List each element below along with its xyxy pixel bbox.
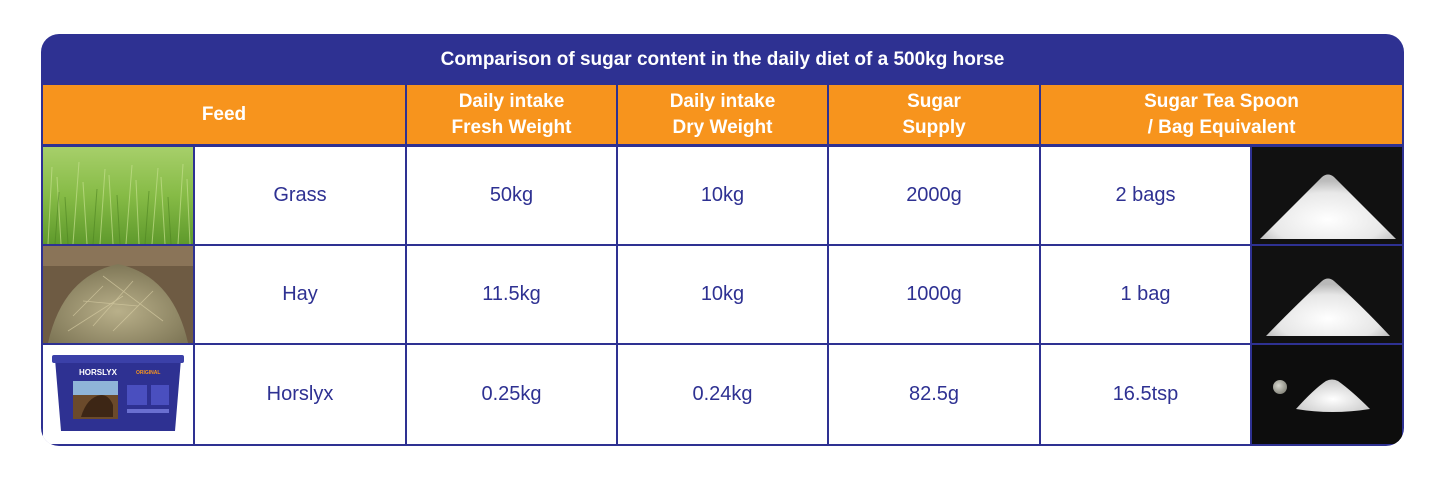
row-grass-dry: 10kg — [618, 147, 827, 244]
grass-photo — [43, 147, 193, 244]
row-horslyx-dry: 0.24kg — [618, 345, 827, 444]
header-equiv-line2: / Bag Equivalent — [1147, 116, 1296, 138]
row-grass-sugar: 2000g — [829, 147, 1039, 244]
hay-photo — [43, 246, 193, 343]
sugar-pile-small-photo — [1252, 345, 1402, 444]
table-title: Comparison of sugar content in the daily… — [440, 48, 1005, 70]
header-feed: Feed — [43, 85, 405, 144]
row-horslyx-sugar: 82.5g — [829, 345, 1039, 444]
horslyx-tub-photo: HORSLYX ORIGINAL — [43, 345, 193, 444]
row-hay-dry: 10kg — [618, 246, 827, 343]
row-horslyx-equiv: 16.5tsp — [1041, 345, 1250, 444]
row-hay-sugar: 1000g — [829, 246, 1039, 343]
header-fresh-line2: Fresh Weight — [451, 116, 572, 138]
horslyx-brand-text: HORSLYX — [79, 368, 118, 377]
header-sugar-line1: Sugar — [907, 90, 961, 112]
row-horslyx-feed: Horslyx — [195, 345, 405, 444]
row-grass-equiv: 2 bags — [1041, 147, 1250, 244]
sugar-pile-large-photo — [1252, 147, 1402, 244]
header-dry-weight: Daily intake Dry Weight — [618, 85, 827, 144]
header-equivalent: Sugar Tea Spoon / Bag Equivalent — [1041, 85, 1402, 144]
header-equiv-line1: Sugar Tea Spoon — [1144, 90, 1299, 112]
sugar-pile-medium-photo — [1252, 246, 1402, 343]
row-hay-feed: Hay — [195, 246, 405, 343]
row-grass-feed: Grass — [195, 147, 405, 244]
sugar-comparison-table: Comparison of sugar content in the daily… — [41, 34, 1404, 446]
row-horslyx-fresh: 0.25kg — [407, 345, 616, 444]
row-grass-fresh: 50kg — [407, 147, 616, 244]
header-sugar-line2: Supply — [902, 116, 966, 138]
row-hay-fresh: 11.5kg — [407, 246, 616, 343]
header-fresh-weight: Daily intake Fresh Weight — [407, 85, 616, 144]
header-dry-line1: Daily intake — [669, 90, 776, 112]
horslyx-variant-text: ORIGINAL — [136, 370, 160, 376]
row-hay-equiv: 1 bag — [1041, 246, 1250, 343]
header-feed-label: Feed — [201, 103, 247, 125]
header-dry-line2: Dry Weight — [672, 116, 773, 138]
header-fresh-line1: Daily intake — [458, 90, 565, 112]
header-sugar-supply: Sugar Supply — [829, 85, 1039, 144]
